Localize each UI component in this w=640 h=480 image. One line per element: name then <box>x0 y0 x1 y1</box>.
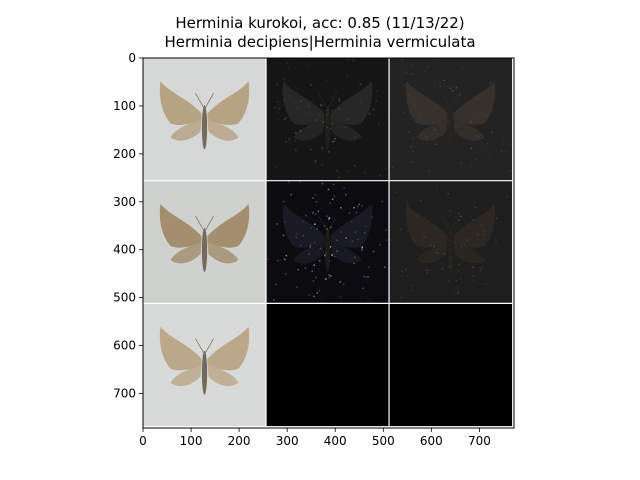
panel-r0-c0 <box>143 58 267 181</box>
panels-group <box>143 58 513 427</box>
panel-r2-c2 <box>389 303 513 427</box>
x-tick-label: 300 <box>276 434 299 448</box>
panel-r2-c1 <box>266 303 390 427</box>
panel-r0-c1 <box>266 58 390 183</box>
panel-r1-c0 <box>143 180 267 304</box>
panel-background <box>389 303 513 427</box>
y-tick-label: 0 <box>128 51 136 65</box>
x-tick-label: 200 <box>228 434 251 448</box>
moth-silhouette <box>159 81 250 150</box>
moth-silhouette <box>405 204 496 273</box>
y-tick-label: 700 <box>113 386 136 400</box>
y-tick-label: 600 <box>113 339 136 353</box>
x-tick-label: 100 <box>180 434 203 448</box>
x-axis: 0 100 200 300 400 500 600 700 <box>139 428 491 448</box>
x-tick-label: 400 <box>324 434 347 448</box>
speckle-texture <box>266 180 390 305</box>
y-tick-label: 400 <box>113 243 136 257</box>
x-tick-label: 500 <box>372 434 395 448</box>
moth-silhouette <box>282 204 373 273</box>
x-tick-label: 600 <box>420 434 443 448</box>
chart-title: Herminia kurokoi, acc: 0.85 (11/13/22) <box>175 14 465 32</box>
moth-silhouette <box>282 81 373 150</box>
moth-silhouette <box>159 326 250 395</box>
panel-background <box>266 303 390 427</box>
panel-r1-c1 <box>266 180 390 305</box>
y-tick-label: 500 <box>113 291 136 305</box>
y-tick-label: 200 <box>113 147 136 161</box>
y-axis: 0 100 200 300 400 500 600 700 <box>113 51 143 400</box>
panel-r1-c2 <box>389 180 513 304</box>
panel-r0-c2 <box>389 58 513 181</box>
axes-frame <box>142 57 515 429</box>
y-tick-label: 100 <box>113 99 136 113</box>
y-tick-label: 300 <box>113 195 136 209</box>
speckle-texture <box>395 187 508 301</box>
grid-separators <box>143 58 514 428</box>
moth-silhouette <box>159 204 250 273</box>
chart-subtitle: Herminia decipiens|Herminia vermiculata <box>164 33 476 51</box>
speckle-texture <box>274 58 389 183</box>
moth-silhouette <box>405 81 496 150</box>
x-tick-label: 700 <box>468 434 491 448</box>
panel-r2-c0 <box>143 303 267 427</box>
x-tick-label: 0 <box>139 434 147 448</box>
speckle-texture <box>389 58 512 178</box>
